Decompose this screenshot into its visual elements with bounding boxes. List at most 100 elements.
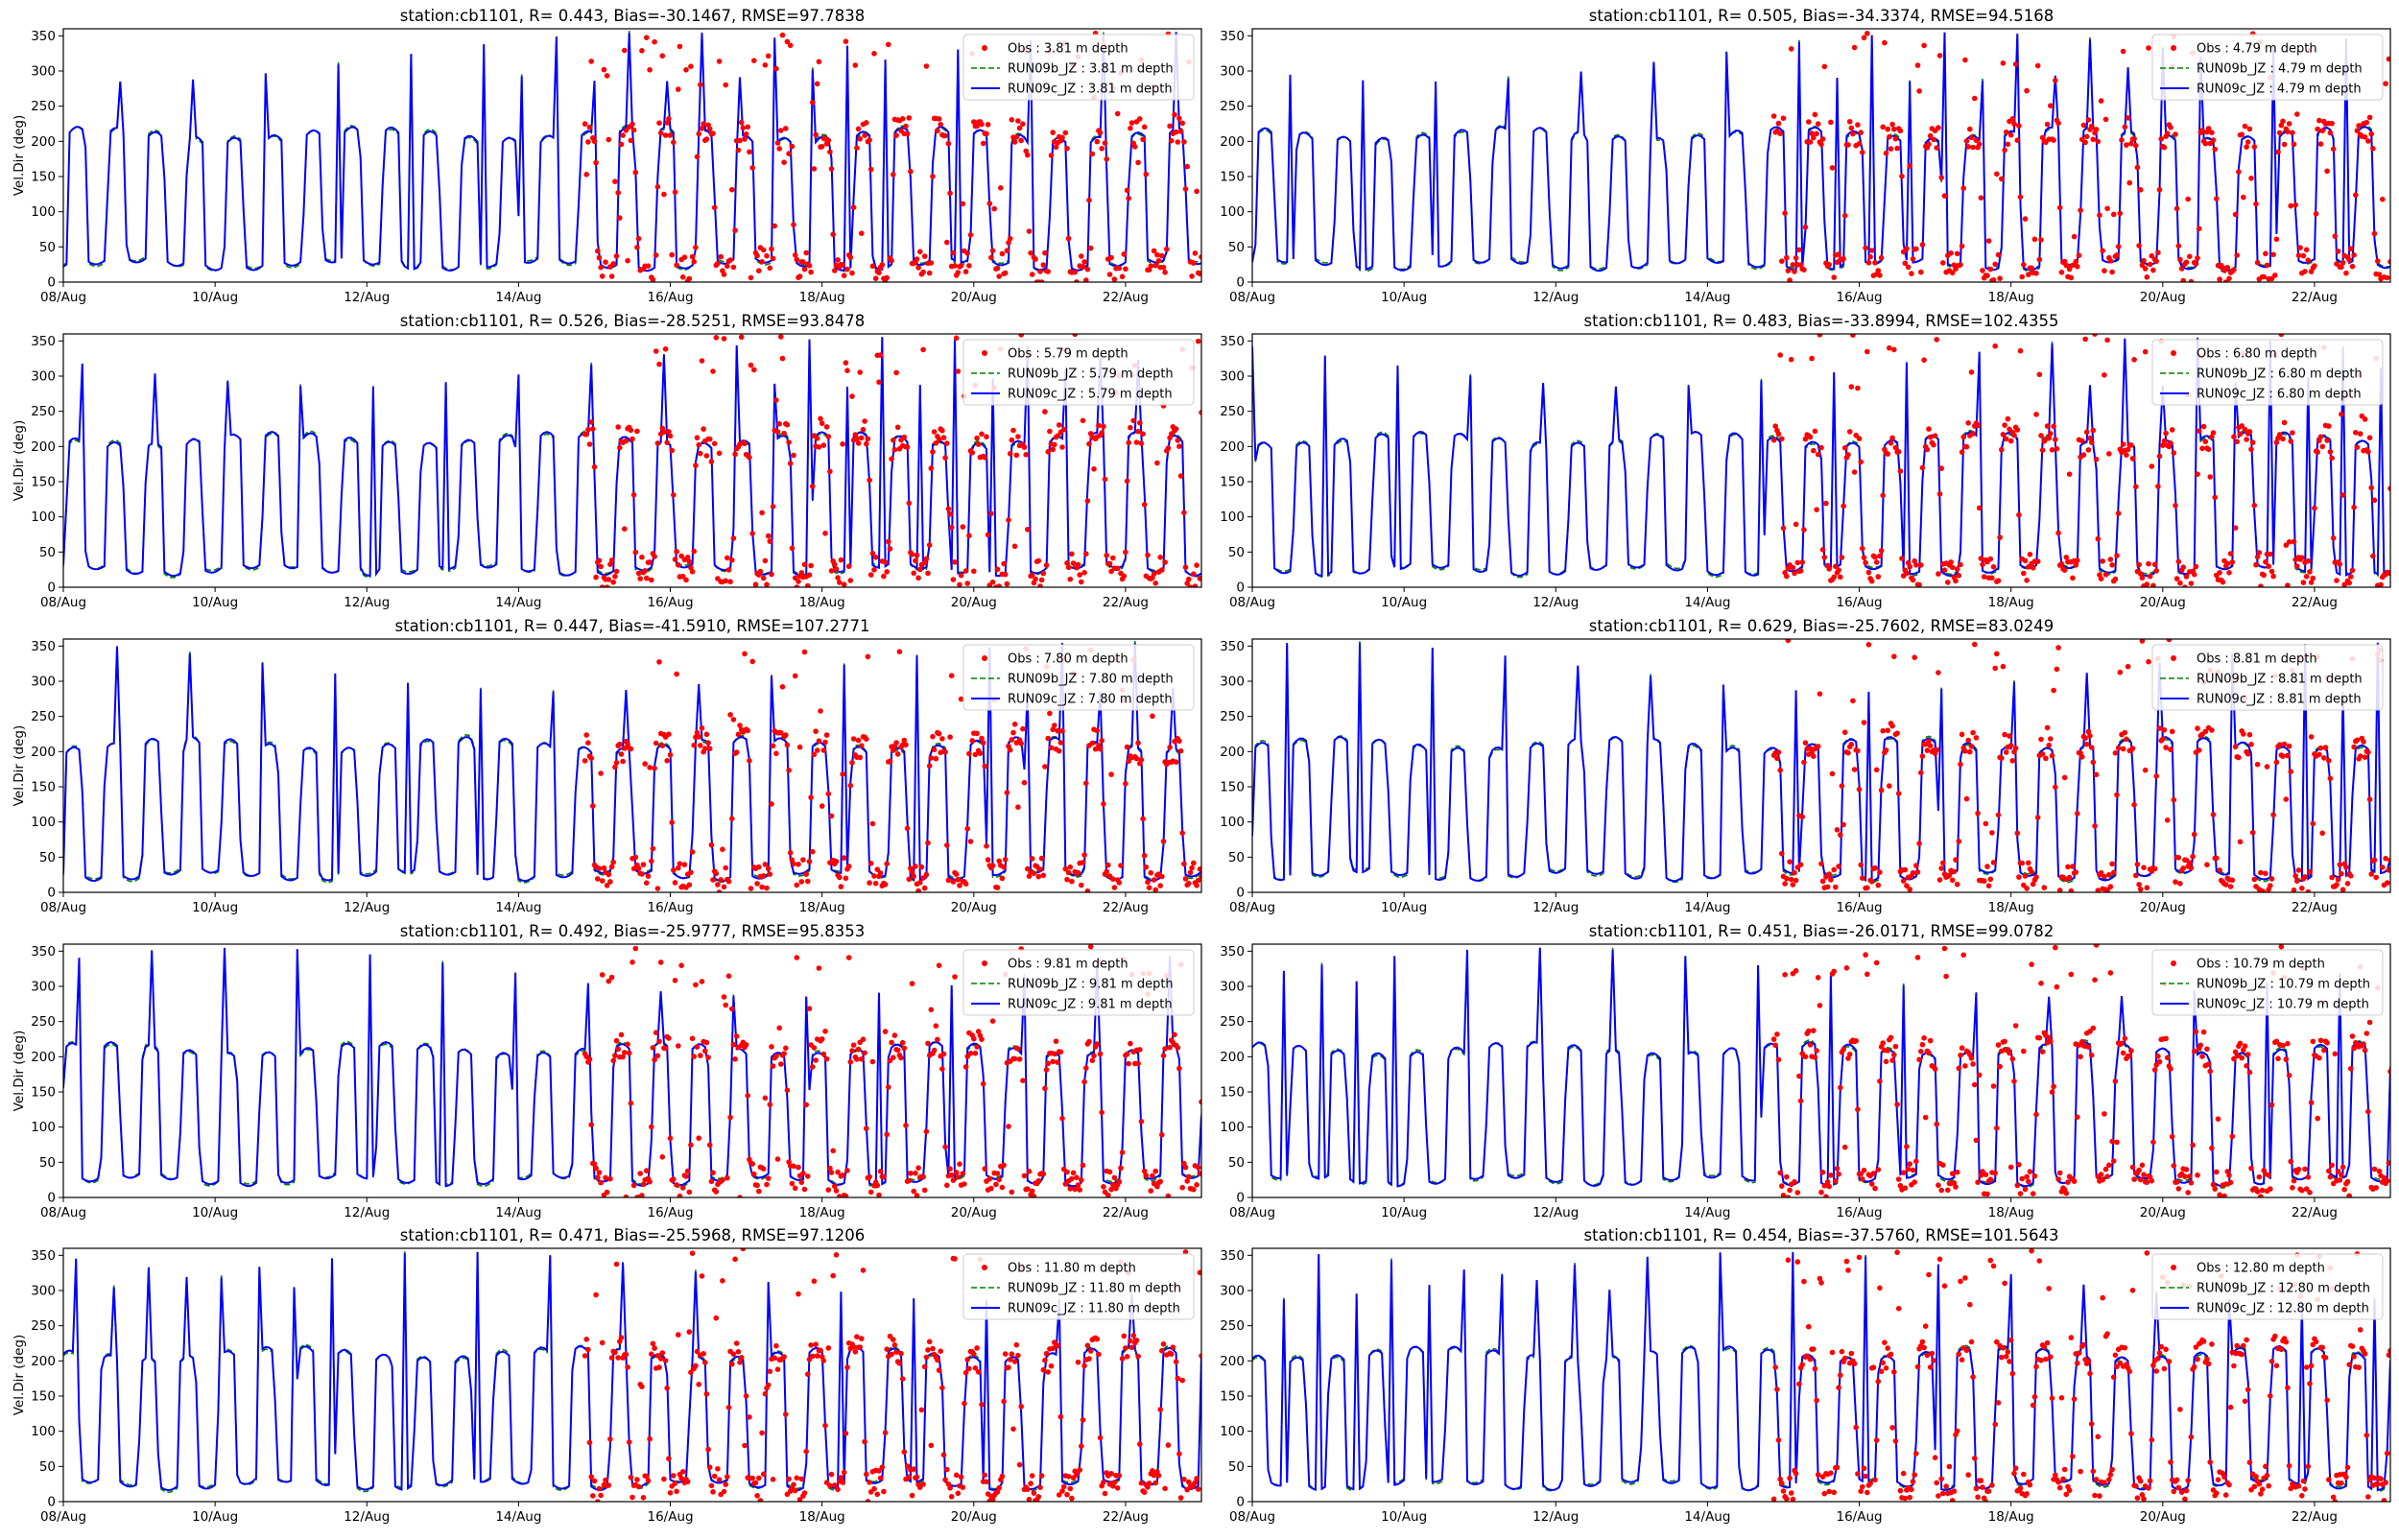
obs-point	[960, 524, 966, 530]
obs-point	[1836, 864, 1841, 869]
obs-point	[745, 727, 750, 734]
obs-point	[2340, 1164, 2346, 1171]
obs-point	[882, 882, 889, 888]
obs-point	[872, 880, 879, 887]
plot-frame	[62, 943, 1202, 1198]
obs-point	[899, 1039, 906, 1046]
obs-point	[938, 121, 943, 128]
obs-point	[2029, 1248, 2034, 1254]
obs-point	[884, 1131, 890, 1138]
obs-point	[588, 1122, 594, 1127]
obs-point	[2039, 447, 2046, 454]
obs-point	[1846, 429, 1853, 435]
obs-point	[2049, 752, 2055, 759]
y-tick-label: 350	[1220, 639, 1245, 654]
obs-point	[786, 1476, 792, 1482]
obs-point	[2303, 574, 2310, 580]
obs-point	[2303, 1186, 2310, 1192]
obs-point	[796, 273, 803, 279]
obs-point	[984, 130, 989, 137]
obs-point	[635, 1483, 642, 1490]
legend-label: RUN09b_JZ : 3.81 m depth	[1008, 62, 1174, 77]
y-tick-label: 100	[31, 815, 56, 830]
obs-point	[1953, 1184, 1959, 1190]
obs-point	[664, 758, 670, 764]
obs-point	[1895, 1305, 1902, 1312]
obs-point	[882, 1430, 889, 1435]
obs-point	[1880, 124, 1886, 130]
obs-point	[1065, 235, 1072, 242]
obs-point	[586, 1439, 593, 1446]
obs-point	[2199, 445, 2205, 452]
y-tick-label: 200	[31, 745, 56, 760]
obs-point	[2370, 146, 2376, 152]
obs-point	[930, 1345, 936, 1352]
y-tick-label: 0	[47, 886, 56, 901]
obs-point	[1080, 264, 1086, 270]
obs-point	[732, 1256, 738, 1263]
obs-point	[721, 1488, 727, 1495]
obs-point	[1148, 869, 1154, 876]
obs-point	[1972, 1456, 1978, 1461]
obs-point	[2066, 471, 2073, 478]
obs-point	[1143, 1173, 1150, 1178]
obs-point	[2070, 1454, 2076, 1459]
obs-point	[1081, 259, 1087, 265]
obs-point	[971, 1351, 977, 1358]
obs-point	[1855, 1106, 1861, 1112]
legend-label: RUN09b_JZ : 12.80 m depth	[2197, 1282, 2370, 1296]
obs-point	[1050, 446, 1056, 453]
obs-point	[640, 1181, 647, 1188]
obs-point	[2263, 558, 2268, 565]
obs-point	[1108, 1186, 1114, 1193]
obs-point	[1811, 447, 1817, 454]
obs-point	[630, 127, 637, 133]
obs-point	[654, 1053, 661, 1059]
obs-point	[2063, 1190, 2070, 1196]
obs-point	[903, 1123, 909, 1128]
obs-point	[727, 1114, 733, 1121]
legend-label: Obs : 12.80 m depth	[2197, 1262, 2325, 1276]
obs-point	[1860, 875, 1865, 881]
obs-point	[2002, 147, 2007, 154]
obs-point	[667, 751, 674, 758]
obs-point	[598, 1179, 604, 1186]
obs-point	[999, 250, 1006, 257]
obs-point	[677, 1193, 683, 1197]
obs-point	[1059, 728, 1065, 734]
obs-point	[1975, 422, 1981, 429]
obs-point	[1851, 767, 1858, 772]
obs-point	[767, 871, 773, 877]
obs-point	[718, 253, 724, 260]
legend-label: Obs : 6.80 m depth	[2197, 347, 2317, 362]
obs-point	[622, 746, 628, 751]
obs-point	[2249, 829, 2256, 836]
obs-point	[2264, 764, 2270, 770]
obs-point	[588, 59, 594, 64]
obs-point	[754, 881, 760, 887]
obs-point	[676, 562, 681, 568]
obs-point	[2272, 272, 2278, 278]
obs-point	[953, 1170, 960, 1175]
legend-box	[962, 644, 1195, 711]
obs-point	[688, 869, 694, 875]
obs-point	[917, 249, 923, 255]
obs-point	[2334, 578, 2340, 583]
series-group	[1252, 639, 2390, 892]
obs-point	[604, 584, 610, 587]
obs-point	[752, 581, 759, 587]
obs-point	[1981, 878, 1987, 884]
obs-point	[2175, 1186, 2182, 1192]
obs-point	[1785, 1257, 1792, 1263]
obs-point	[622, 47, 628, 54]
obs-point	[1123, 266, 1128, 272]
obs-point	[2234, 1342, 2240, 1349]
obs-point	[2088, 439, 2095, 445]
obs-point	[1897, 128, 1904, 134]
obs-point	[1927, 132, 1934, 139]
obs-point	[837, 874, 843, 881]
obs-point	[914, 256, 920, 262]
obs-point	[1118, 863, 1124, 868]
obs-point	[653, 348, 659, 354]
